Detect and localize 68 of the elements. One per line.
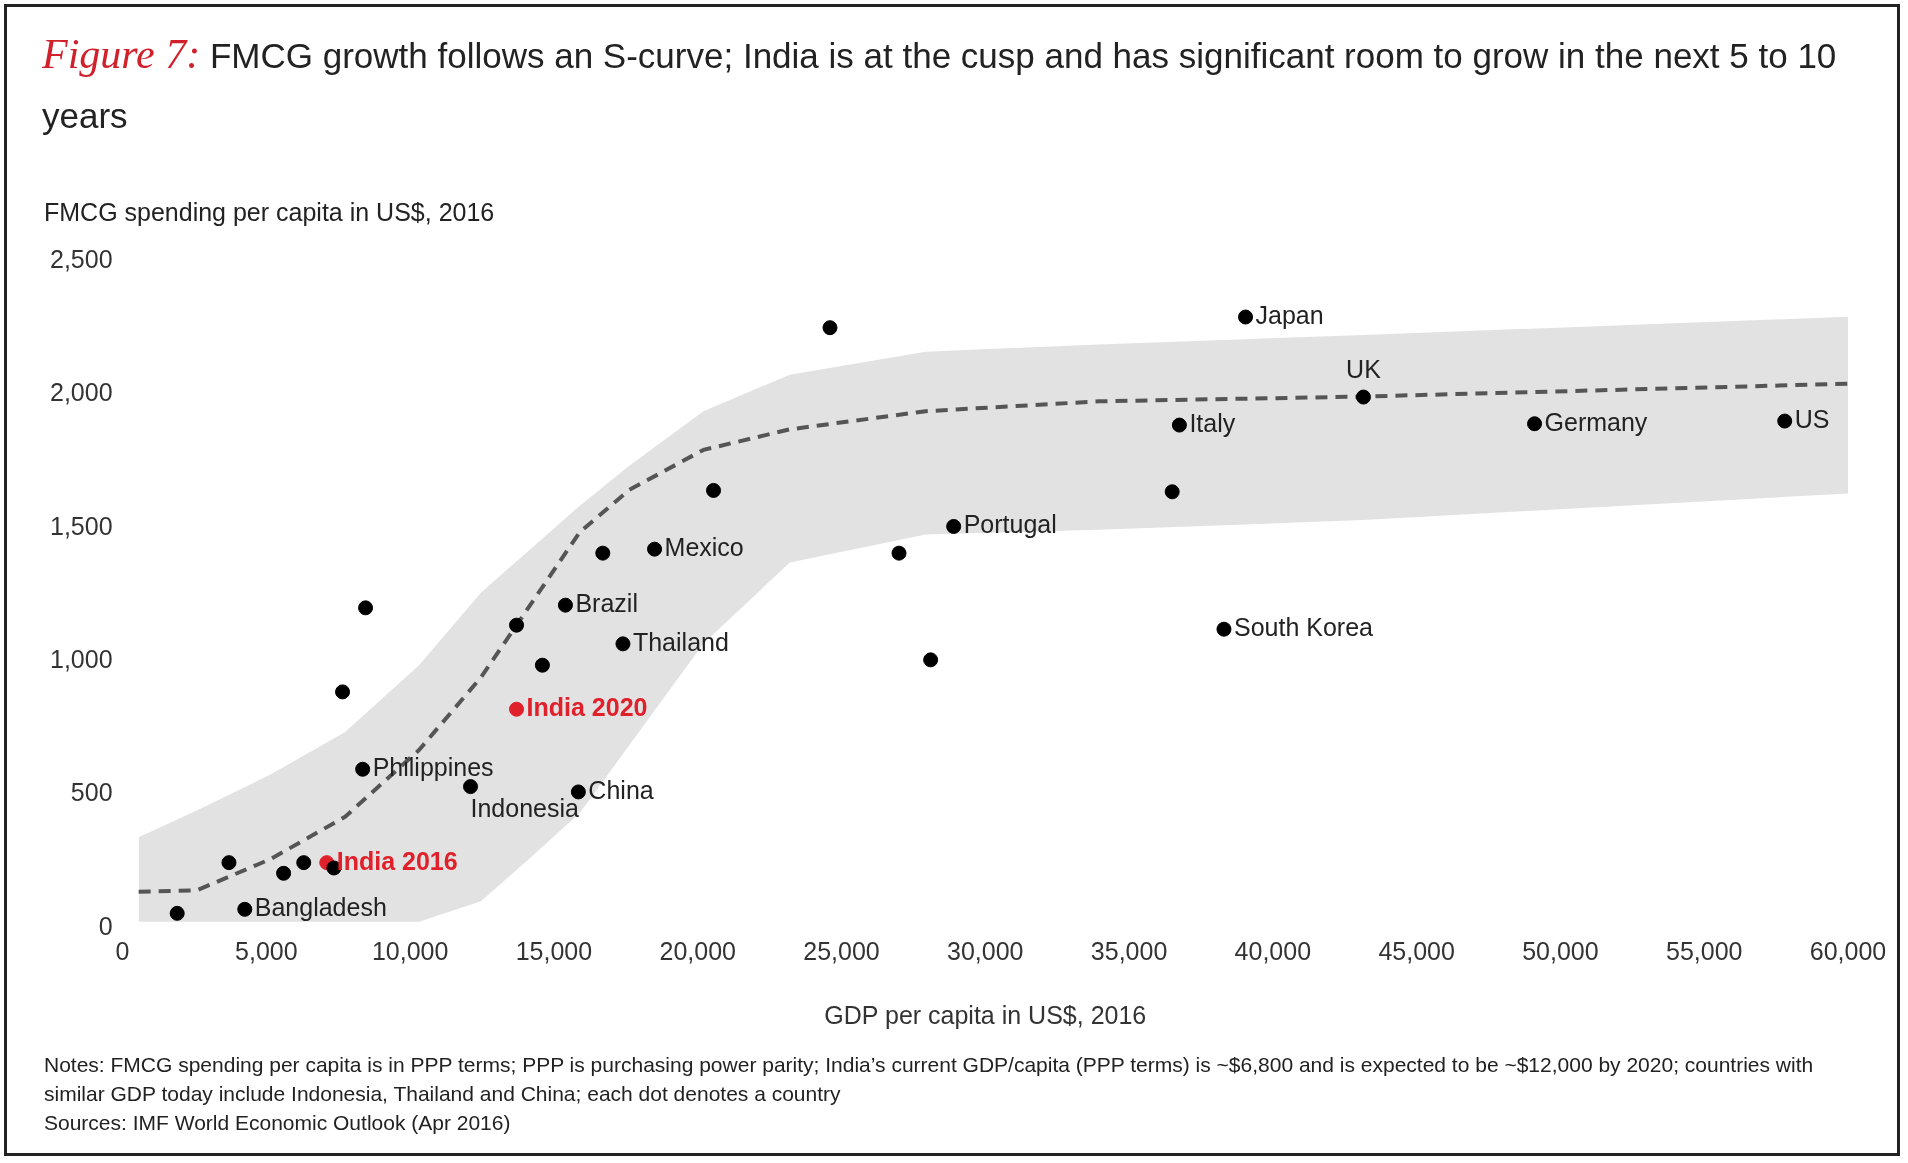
point	[822, 320, 838, 336]
annotation: Germany	[1544, 407, 1648, 436]
annotation: Indonesia	[470, 794, 580, 823]
point	[358, 600, 374, 616]
point	[891, 545, 907, 561]
point	[946, 518, 962, 534]
point	[355, 761, 371, 777]
annotation: US	[1794, 404, 1830, 433]
point	[1777, 413, 1793, 429]
x-tick-label: 20,000	[659, 936, 736, 965]
source-note: Sources: IMF World Economic Outlook (Apr 2016)	[44, 1110, 512, 1136]
point	[1238, 309, 1254, 325]
point	[1355, 389, 1371, 405]
point	[923, 652, 939, 668]
x-tick-label: 35,000	[1090, 936, 1168, 965]
point	[615, 636, 631, 652]
point	[169, 905, 185, 921]
point	[221, 855, 237, 871]
point	[296, 855, 312, 871]
x-tick-label: 55,000	[1665, 936, 1743, 965]
y-tick-label: 1,500	[50, 511, 113, 540]
point	[570, 784, 586, 800]
annotation: Mexico	[664, 533, 744, 562]
annotation: Bangladesh	[254, 893, 387, 922]
annotation: Philippines	[372, 753, 494, 782]
x-axis-title: GDP per capita in US$, 2016	[824, 1000, 1147, 1029]
point	[1527, 416, 1543, 432]
annotation: South Korea	[1233, 613, 1374, 642]
x-tick-label: 25,000	[803, 936, 880, 965]
x-tick-label: 15,000	[515, 936, 593, 965]
annotation: UK	[1346, 354, 1382, 383]
point	[335, 684, 351, 700]
point	[276, 865, 292, 881]
point	[595, 545, 611, 561]
y-tick-label: 2,500	[50, 244, 113, 273]
annotation: Japan	[1255, 300, 1324, 329]
point	[509, 617, 525, 633]
y-axis-title: FMCG spending per capita in US$, 2016	[44, 198, 495, 227]
point	[237, 901, 253, 917]
series-label: India 2020	[526, 693, 648, 722]
chart-title: Figure 7: FMCG growth follows an S-curve; India is at the cusp and has significant room to grow in the next 5 to 10 years	[42, 31, 1837, 135]
line-series	[136, 381, 1848, 894]
point	[557, 597, 573, 613]
annotation: Portugal	[963, 510, 1057, 539]
x-tick-label: 45,000	[1378, 936, 1455, 965]
annotation: Brazil	[575, 589, 638, 618]
y-tick-label: 0	[98, 911, 113, 940]
x-tick-label: 5,000	[235, 936, 298, 965]
text: Notes: FMCG spending per capita is in PPP terms; PPP is purchasing power parity; India’s current GDP/capita (PPP terms) is ~$6,800 and is expected to be ~$12,000 by 2020; countries with similar GDP today include Indonesia, Thailand and China; each dot denotes a country	[44, 1052, 1815, 1107]
point	[706, 482, 722, 498]
point	[1164, 484, 1180, 500]
point	[509, 701, 525, 717]
x-tick-label: 40,000	[1234, 936, 1312, 965]
annotation: China	[588, 775, 654, 804]
x-tick-label: 50,000	[1522, 936, 1599, 965]
x-tick-label: 10,000	[371, 936, 449, 965]
point	[1171, 417, 1187, 433]
annotation: Italy	[1189, 408, 1236, 437]
x-tick-label: 60,000	[1809, 936, 1887, 965]
y-tick-label: 1,000	[50, 645, 113, 674]
point	[647, 541, 663, 557]
series-label: India 2016	[336, 846, 458, 875]
y-tick-label: 500	[70, 778, 113, 807]
annotation: Thailand	[632, 627, 729, 656]
point	[1216, 621, 1232, 637]
point	[534, 657, 550, 673]
x-tick-label: 30,000	[947, 936, 1024, 965]
y-tick-label: 2,000	[50, 378, 113, 407]
